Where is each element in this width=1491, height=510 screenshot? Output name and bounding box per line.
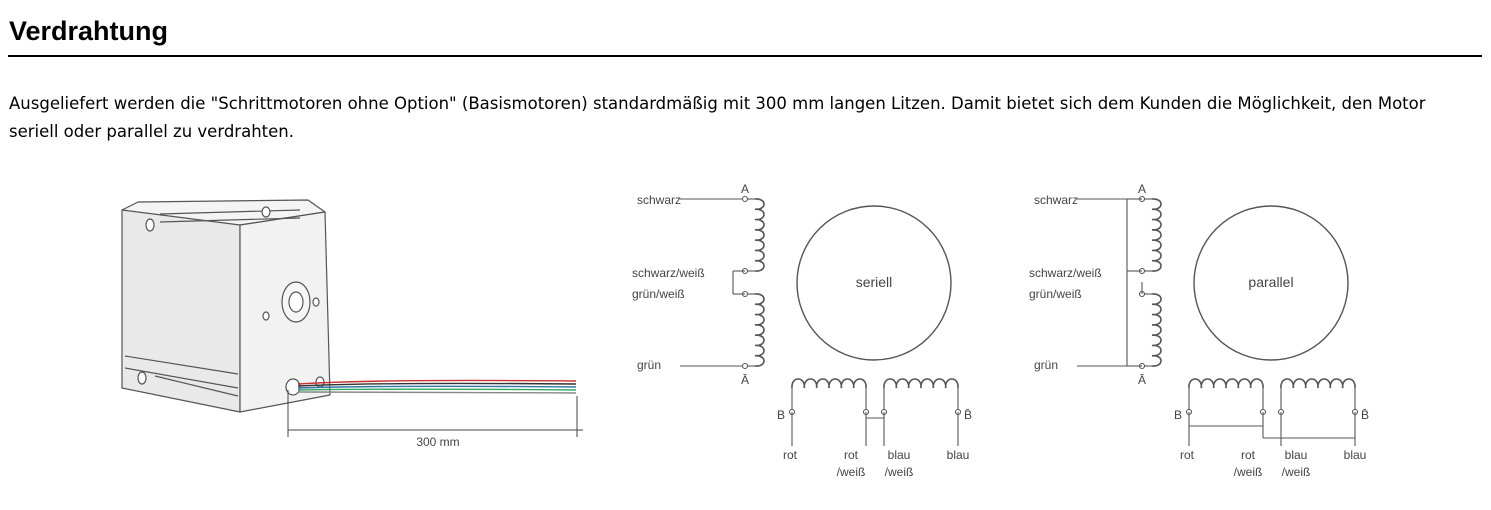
- wire-label: grün: [637, 358, 661, 372]
- wire-label: schwarz: [637, 193, 681, 207]
- terminal-label: A: [741, 182, 749, 196]
- coil: [1151, 293, 1162, 367]
- wire-label: /weiß: [885, 465, 914, 479]
- wiring-diagram-seriell: schwarz schwarz/weiß grün/weiß grün A Ā B B̄ rot…: [632, 182, 972, 479]
- wire-label: schwarz/weiß: [1029, 266, 1102, 280]
- wire-label: blau: [1285, 448, 1308, 462]
- wire-label: /weiß: [1282, 465, 1311, 479]
- wire-label: /weiß: [1234, 465, 1263, 479]
- coil: [883, 378, 959, 389]
- wire-label: grün/weiß: [632, 287, 685, 301]
- terminal-label: Ā: [741, 373, 749, 387]
- terminal-label: B̄: [1361, 408, 1369, 422]
- wire-label: blau: [1344, 448, 1367, 462]
- coil: [754, 198, 765, 272]
- terminal-label: B: [777, 408, 785, 422]
- heading-rule: [8, 55, 1482, 57]
- coil: [1188, 378, 1264, 389]
- wiring-diagram-parallel: schwarz schwarz/weiß grün/weiß grün A Ā B B̄ rot…: [1029, 182, 1369, 479]
- wire-label: blau: [947, 448, 970, 462]
- terminal-label: B: [1174, 408, 1182, 422]
- wire-label: rot: [844, 448, 859, 462]
- coil: [791, 378, 867, 389]
- coil: [1151, 198, 1162, 272]
- mode-label: seriell: [856, 274, 893, 290]
- terminal-dot: [741, 195, 749, 203]
- wire-label: schwarz: [1034, 193, 1078, 207]
- wire-label: blau: [888, 448, 911, 462]
- page-heading: Verdrahtung: [9, 16, 169, 46]
- wire-label: rot: [783, 448, 798, 462]
- wire-label: schwarz/weiß: [632, 266, 705, 280]
- coil: [1280, 378, 1356, 389]
- terminal-label: A: [1138, 182, 1146, 196]
- terminal-label: B̄: [964, 408, 972, 422]
- wire-label: /weiß: [837, 465, 866, 479]
- wire-label: rot: [1241, 448, 1256, 462]
- intro-paragraph: Ausgeliefert werden die "Schrittmotoren …: [9, 94, 1426, 141]
- wire-label: grün/weiß: [1029, 287, 1082, 301]
- terminal-dot: [741, 362, 749, 370]
- terminal-label: Ā: [1138, 373, 1146, 387]
- wire-label: grün: [1034, 358, 1058, 372]
- coil: [754, 293, 765, 367]
- rotor-circle: [796, 205, 952, 361]
- wire-label: rot: [1180, 448, 1195, 462]
- rotor-circle: [1193, 205, 1349, 361]
- mode-label: parallel: [1248, 274, 1293, 290]
- dimension-label: 300 mm: [416, 435, 460, 449]
